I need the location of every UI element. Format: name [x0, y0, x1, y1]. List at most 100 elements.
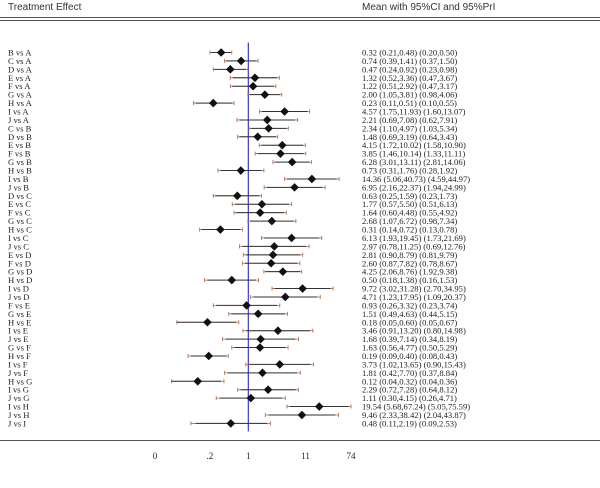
forest-row: I vs D 9.72 (3.02,31.28) (2.70,34.95): [8, 284, 466, 294]
row-label: I vs B: [8, 174, 29, 184]
forest-row: E vs C 1.77 (0.57,5.50) (0.51,6.13): [8, 199, 457, 209]
forest-row: B vs A 0.32 (0.21,0.48) (0.20,0.50): [8, 48, 457, 58]
row-value-text: 1.81 (0.42,7.70) (0.37,8.84): [362, 368, 457, 378]
row-value-text: 2.60 (0.87,7.82) (0.78,8.67): [362, 258, 457, 268]
row-value-text: 2.97 (0.78,11.25) (0.69,12.76): [362, 241, 466, 251]
row-label: J vs I: [8, 418, 26, 428]
forest-row: G vs C 2.68 (1.07,6.72) (0.98,7.34): [8, 216, 457, 226]
row-value-text: 1.51 (0.49,4.63) (0.44,5.15): [362, 309, 457, 319]
row-value-text: 6.95 (2.16,22.37) (1.94,24.99): [362, 182, 466, 192]
row-value-text: 1.32 (0.52,3.36) (0.47,3.67): [362, 73, 457, 83]
row-value-text: 0.63 (0.25,1.59) (0.23,1.73): [362, 191, 457, 201]
row-value-text: 0.47 (0.24,0.92) (0.23,0.98): [362, 64, 457, 74]
forest-row: C vs B 2.34 (1.10,4.97) (1.03,5.34): [8, 123, 457, 133]
mean-marker: [276, 149, 285, 158]
forest-row: I vs F 3.73 (1.02,13.65) (0.90,15.43): [8, 359, 466, 369]
row-value-text: 3.46 (0.91,13.20) (0.80,14.98): [362, 326, 466, 336]
forest-row: J vs E 1.68 (0.39,7.14) (0.34,8.19): [8, 334, 457, 344]
row-label: I vs F: [8, 359, 28, 369]
forest-row: I vs E 3.46 (0.91,13.20) (0.80,14.98): [8, 326, 466, 336]
row-label: I vs D: [8, 284, 29, 294]
mean-marker: [290, 183, 299, 192]
forest-row: F vs E 0.93 (0.26,3.32) (0.23,3.74): [8, 300, 457, 310]
row-label: G vs F: [8, 343, 31, 353]
mean-marker: [233, 191, 242, 201]
forest-row: G vs B 6.28 (3.01,13.11) (2.81,14.06): [8, 157, 466, 167]
x-tick-label: 11: [301, 451, 310, 461]
row-label: H vs A: [8, 98, 33, 108]
forest-row: H vs E 0.18 (0.05,0.60) (0.05,0.67): [8, 317, 457, 327]
row-value-text: 2.81 (0.90,8.79) (0.81,9.79): [362, 250, 457, 260]
mean-marker: [242, 301, 251, 310]
forest-row: I vs A 4.57 (1.75,11.93) (1.60,13.07): [8, 107, 466, 117]
mean-marker: [273, 326, 283, 335]
row-value-text: 0.12 (0.04,0.32) (0.04,0.36): [362, 376, 457, 386]
mean-marker: [314, 402, 324, 411]
row-value-text: 4.71 (1.23,17.95) (1.09,20.37): [362, 292, 466, 302]
mean-marker: [255, 208, 265, 217]
row-label: C vs A: [8, 56, 32, 66]
row-label: F vs E: [8, 300, 30, 310]
mean-marker: [280, 107, 289, 116]
mean-marker: [208, 98, 218, 108]
mean-marker: [246, 393, 256, 403]
row-value-text: 1.11 (0.30,4.15) (0.26,4.71): [362, 393, 457, 403]
row-label: H vs F: [8, 351, 31, 361]
forest-row: J vs I 0.48 (0.11,2.19) (0.09,2.53): [8, 418, 457, 428]
row-value-text: 0.23 (0.11,0.51) (0.10,0.55): [362, 98, 457, 108]
row-value-text: 1.68 (0.39,7.14) (0.34,8.19): [362, 334, 457, 344]
row-label: B vs A: [8, 48, 32, 58]
forest-row: I vs G 2.29 (0.72,7.28) (0.64,8.12): [8, 385, 457, 395]
row-label: G vs C: [8, 216, 32, 226]
mean-marker: [193, 376, 203, 386]
row-value-text: 1.48 (0.69,3.19) (0.64,3.43): [362, 132, 457, 142]
row-label: G vs A: [8, 90, 33, 100]
mean-marker: [278, 267, 288, 276]
row-value-text: 0.48 (0.11,2.19) (0.09,2.53): [362, 418, 457, 428]
header-rule-bottom: [0, 20, 600, 21]
row-value-text: 3.85 (1.46,10.14) (1.33,11.11): [362, 149, 465, 159]
row-label: D vs A: [8, 64, 33, 74]
mean-marker: [307, 174, 317, 184]
header-rule-top: [0, 17, 600, 18]
mean-marker: [216, 225, 225, 234]
x-tick-label: 74: [347, 451, 357, 461]
mean-marker: [226, 419, 236, 428]
row-label: J vs D: [8, 292, 30, 302]
x-tick-label: .2: [207, 451, 214, 461]
row-value-text: 0.32 (0.21,0.48) (0.20,0.50): [362, 48, 457, 58]
row-label: H vs B: [8, 166, 32, 176]
forest-row: H vs A 0.23 (0.11,0.51) (0.10,0.55): [8, 98, 457, 108]
row-value-text: 19.54 (5.68,67.24) (5.05,75.59): [362, 402, 470, 412]
row-label: F vs D: [8, 258, 31, 268]
row-value-text: 6.28 (3.01,13.11) (2.81,14.06): [362, 157, 466, 167]
forest-row: J vs D 4.71 (1.23,17.95) (1.09,20.37): [8, 292, 466, 302]
row-label: J vs B: [8, 182, 29, 192]
mean-marker: [263, 385, 273, 394]
row-label: I vs H: [8, 402, 29, 412]
footer-rule: [0, 440, 600, 441]
row-label: I vs A: [8, 107, 29, 117]
mean-marker: [260, 90, 270, 99]
forest-row: G vs D 4.25 (2.06,8.76) (1.92,9.38): [8, 267, 457, 277]
mean-marker: [297, 410, 307, 420]
forest-row: J vs H 9.46 (2.33,38.42) (2.04,43.87): [8, 410, 466, 420]
row-label: C vs B: [8, 123, 32, 133]
row-label: D vs C: [8, 191, 32, 201]
mean-marker: [255, 343, 265, 352]
forest-row: C vs A 0.74 (0.39,1.41) (0.37,1.50): [8, 56, 457, 66]
forest-row: E vs A 1.32 (0.52,3.36) (0.47,3.67): [8, 73, 457, 83]
row-label: G vs E: [8, 309, 31, 319]
forest-row: F vs B 3.85 (1.46,10.14) (1.33,11.11): [8, 149, 465, 159]
header-mean-ci-pri: Mean with 95%CI and 95%PrI: [362, 2, 496, 13]
mean-marker: [267, 216, 277, 226]
mean-marker: [253, 132, 262, 142]
forest-row: E vs D 2.81 (0.90,8.79) (0.81,9.79): [8, 250, 457, 260]
row-value-text: 0.31 (0.14,0.72) (0.13,0.78): [362, 225, 457, 235]
row-label: E vs C: [8, 199, 31, 209]
row-value-text: 6.13 (1.93,19.45) (1.73,21.69): [362, 233, 466, 243]
row-value-text: 0.74 (0.39,1.41) (0.37,1.50): [362, 56, 457, 66]
row-value-text: 9.46 (2.33,38.42) (2.04,43.87): [362, 410, 466, 420]
row-label: J vs E: [8, 334, 29, 344]
